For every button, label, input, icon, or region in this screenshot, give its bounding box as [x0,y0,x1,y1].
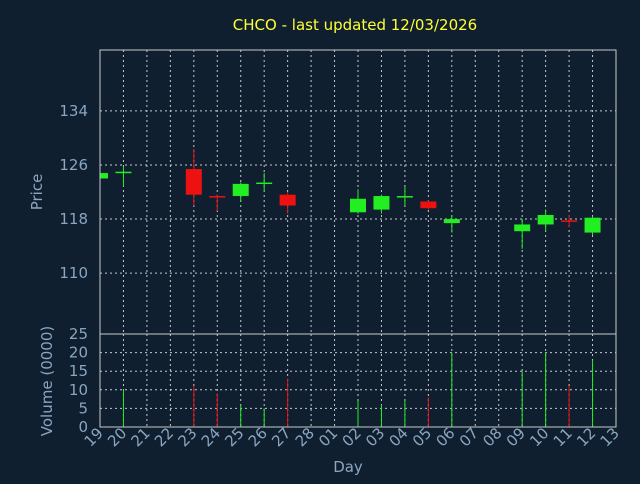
candle-body [350,198,366,213]
candle-body [279,194,296,206]
price-candles [99,148,601,249]
x-tick-label: 13 [597,424,623,450]
candle-body [100,173,108,179]
price-tick-label: 110 [59,264,88,282]
candle-body [232,183,249,197]
candle-body [420,201,437,209]
candle-body [514,224,531,232]
price-tick-label: 134 [59,102,88,120]
price-tick-label: 118 [59,210,88,228]
volume-bars [122,352,594,427]
x-tick-label: 23 [174,424,200,450]
price-tick-label: 126 [59,156,88,174]
x-tick-label: 05 [409,424,435,450]
x-tick-label: 20 [104,424,130,450]
x-tick-label: 25 [221,424,247,450]
chart-title: CHCO - last updated 12/03/2026 [233,16,477,34]
x-tick-label: 07 [456,424,482,450]
volume-tick-label: 0 [78,418,88,436]
x-tick-label: 08 [479,424,505,450]
x-tick-label: 22 [151,424,177,450]
volume-plot-frame [99,333,617,428]
candle-body [209,196,226,198]
price-tick-labels: 110 118 126 134 [59,102,88,282]
x-tick-label: 11 [550,424,576,450]
x-tick-label: 06 [432,424,458,450]
candle-body [185,169,202,195]
candle-body [443,219,460,224]
candle-body [584,217,601,233]
candle-body [561,220,578,222]
x-tick-label: 21 [128,424,154,450]
volume-tick-label: 5 [78,399,88,417]
x-tick-label: 24 [198,424,224,450]
candle-body [537,214,554,225]
candle-body [256,182,273,185]
candle-body [396,196,413,198]
volume-tick-label: 20 [69,344,88,362]
x-tick-label: 01 [315,424,341,450]
price-grid [100,50,616,334]
candle-body [373,196,390,210]
x-tick-label: 28 [292,424,318,450]
x-tick-label: 26 [245,424,271,450]
x-axis-label: Day [333,458,363,476]
volume-tick-label: 25 [69,325,88,343]
x-tick-label: 12 [573,424,599,450]
candle-body [115,171,132,174]
volume-tick-label: 15 [69,362,88,380]
x-tick-label: 02 [339,424,365,450]
x-tick-label: 10 [526,424,552,450]
volume-tick-label: 10 [69,381,88,399]
x-tick-label: 04 [386,424,412,450]
x-tick-label: 03 [362,424,388,450]
price-axis-label: Price [28,174,46,211]
x-tick-labels: 1920212223242526272801020304050607080910… [81,424,623,450]
x-tick-label: 27 [268,424,294,450]
x-tick-label: 09 [503,424,529,450]
volume-axis-label: Volume (0000) [38,326,56,436]
